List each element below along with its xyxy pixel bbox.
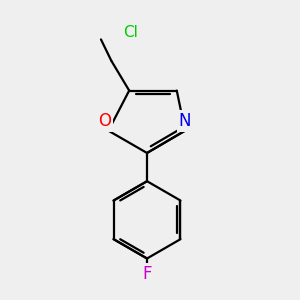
- Text: O: O: [98, 112, 111, 130]
- Text: F: F: [142, 265, 152, 283]
- Text: Cl: Cl: [123, 25, 138, 40]
- Text: N: N: [179, 112, 191, 130]
